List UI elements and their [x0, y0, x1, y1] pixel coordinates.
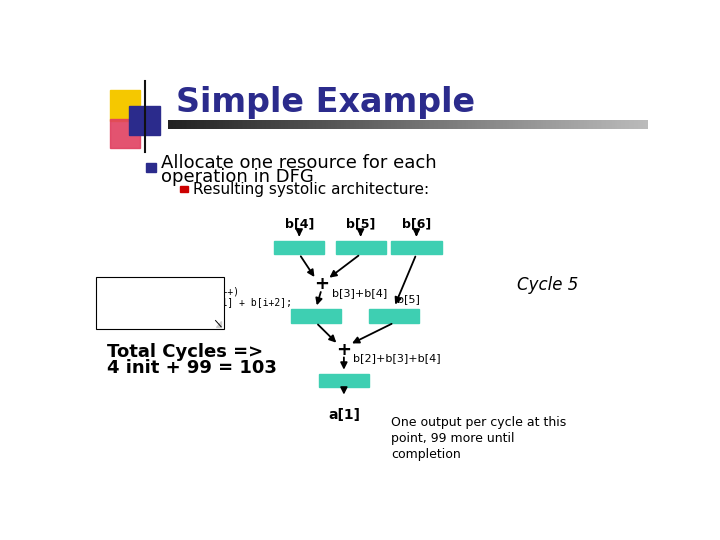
Text: Simple Example: Simple Example — [176, 86, 476, 119]
Bar — [336, 241, 386, 254]
Text: Cycle 5: Cycle 5 — [517, 276, 578, 294]
Text: b[5]: b[5] — [346, 217, 375, 230]
Polygon shape — [215, 321, 221, 327]
Bar — [369, 309, 419, 322]
Bar — [319, 374, 369, 387]
Text: 4 init + 99 = 103: 4 init + 99 = 103 — [107, 359, 276, 376]
Bar — [274, 241, 324, 254]
Bar — [181, 186, 188, 192]
Text: for (i=0; i < 100; I++): for (i=0; i < 100; I++) — [104, 286, 239, 296]
Text: completion: completion — [392, 448, 461, 461]
Text: a[1]: a[1] — [328, 408, 360, 422]
Text: Resulting systolic architecture:: Resulting systolic architecture: — [193, 181, 429, 197]
Text: Allocate one resource for each: Allocate one resource for each — [161, 154, 437, 172]
Text: +: + — [314, 275, 329, 293]
Text: +: + — [336, 341, 351, 359]
Text: a[i] = b[i] + b[i+1] + b[i+2];: a[i] = b[i] + b[i+1] + b[i+2]; — [104, 297, 292, 307]
Text: Total Cycles =>: Total Cycles => — [107, 343, 263, 361]
Text: b[2]+b[3]+b[4]: b[2]+b[3]+b[4] — [353, 353, 441, 363]
Text: b[4]: b[4] — [284, 217, 314, 230]
Text: b[6]: b[6] — [402, 217, 431, 230]
Text: point, 99 more until: point, 99 more until — [392, 432, 515, 445]
Bar — [109, 90, 140, 121]
Bar — [129, 105, 160, 136]
Text: b[3]+b[4]: b[3]+b[4] — [332, 288, 387, 299]
Bar — [392, 241, 441, 254]
Bar — [291, 309, 341, 322]
Text: operation in DFG: operation in DFG — [161, 168, 314, 186]
Text: One output per cycle at this: One output per cycle at this — [392, 416, 567, 429]
Bar — [145, 163, 156, 172]
FancyBboxPatch shape — [96, 277, 224, 329]
Bar — [109, 119, 140, 148]
Text: b[5]: b[5] — [397, 294, 420, 304]
